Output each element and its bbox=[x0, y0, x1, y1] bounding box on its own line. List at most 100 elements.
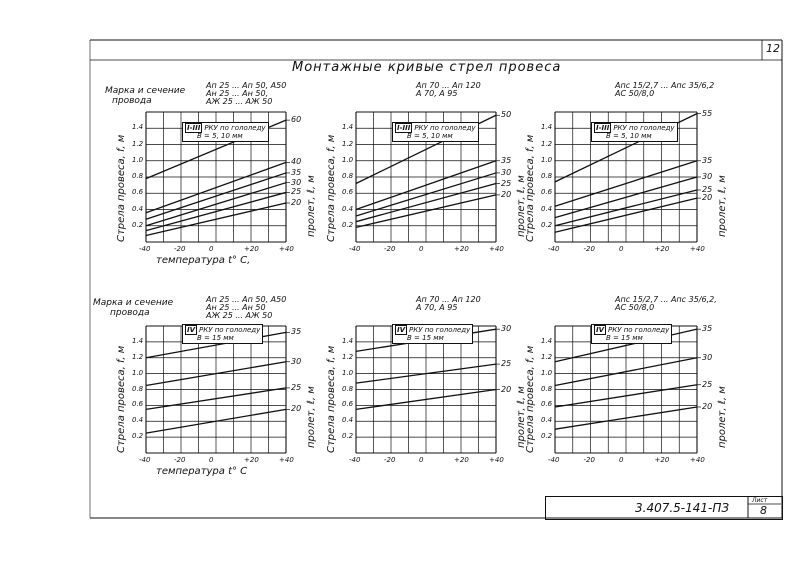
chart-5-wire-mark: Ап 70 ... Ап 120 bbox=[416, 295, 481, 304]
chart-2-legend-line2: В = 5, 10 мм bbox=[407, 132, 453, 140]
chart-1-series-line-30 bbox=[145, 182, 287, 227]
chart-3-legend-line2: В = 5, 10 мм bbox=[606, 132, 652, 140]
sheet-title: Монтажные кривые стрел провеса bbox=[292, 60, 562, 75]
chart-6-y-tick: 0.8 bbox=[541, 384, 553, 393]
chart-3-series-line-20 bbox=[554, 197, 698, 233]
chart-1-x-tick: +40 bbox=[279, 245, 294, 253]
chart-4-legend-line1: РКУ по гололеду bbox=[199, 326, 261, 334]
chart-3-y-tick: 1.2 bbox=[541, 139, 553, 148]
chart-6-x-tick: -40 bbox=[548, 456, 560, 464]
chart-1-x-label: температура t° C, bbox=[156, 255, 251, 266]
chart-3-series-label: 25 bbox=[702, 185, 713, 194]
chart-4-series-label: 35 bbox=[291, 327, 302, 337]
chart-4-y-tick: 1.4 bbox=[132, 336, 144, 345]
chart-4-x-tick: +20 bbox=[244, 456, 259, 464]
chart-1-wire-mark: Ан 25 ... Ан 50, bbox=[206, 89, 269, 98]
chart-1-y-tick: 0.6 bbox=[132, 188, 144, 197]
title-block-sheet-label: Лист bbox=[752, 497, 768, 504]
chart-5-x-tick: +20 bbox=[454, 456, 469, 464]
chart-3-y-tick: 1.0 bbox=[541, 155, 553, 164]
chart-4-series-label: 30 bbox=[291, 356, 302, 366]
chart-3-x-tick: -40 bbox=[548, 245, 560, 253]
chart-4-series-line-30 bbox=[145, 361, 287, 387]
chart-4-y-tick: 0.4 bbox=[132, 416, 144, 425]
chart-3-x-tick: -20 bbox=[583, 245, 595, 253]
chart-6-y-tick: 1.2 bbox=[541, 352, 553, 361]
chart-6-series-label: 25 bbox=[702, 379, 713, 389]
chart-4-legend: IV РКУ по гололеду В = 15 мм bbox=[182, 324, 264, 344]
chart-6-legend-zone: IV bbox=[594, 325, 607, 335]
chart-2-series-label: 50 bbox=[501, 110, 512, 120]
title-block bbox=[545, 496, 783, 520]
chart-1-y-tick: 1.4 bbox=[132, 123, 144, 132]
chart-1-wire-mark: АЖ 25 ... АЖ 50 bbox=[206, 97, 273, 106]
chart-2-y-tick: 0.8 bbox=[342, 172, 354, 180]
chart-3-series-line-30 bbox=[554, 176, 698, 219]
chart-4-legend-zone: IV bbox=[185, 325, 198, 335]
chart-3-legend-zone: I-III bbox=[594, 123, 612, 133]
chart-5-x-tick: 0 bbox=[419, 456, 424, 464]
chart-4-y-tick: 0.8 bbox=[132, 384, 144, 393]
chart-2-series-label: 25 bbox=[501, 178, 512, 188]
chart-4-y-tick: 1.2 bbox=[132, 352, 144, 361]
chart-1-x-tick: +20 bbox=[244, 245, 259, 253]
chart-2-legend-zone: I-III bbox=[395, 123, 413, 133]
chart-5-legend: IV РКУ по гололеду В = 15 мм bbox=[392, 324, 474, 344]
chart-6-y-tick: 0.2 bbox=[541, 432, 553, 441]
chart-6-right-label: пролет, ℓ, м bbox=[717, 386, 728, 448]
chart-2-series-line-25 bbox=[355, 182, 497, 223]
chart-6-x-tick: 0 bbox=[619, 456, 624, 464]
chart-3-y-tick: 0.4 bbox=[541, 204, 553, 213]
chart-1-y-tick: 0.2 bbox=[132, 220, 144, 229]
chart-5-y-tick: 0.2 bbox=[342, 432, 354, 441]
chart-6-x-tick: +40 bbox=[690, 456, 705, 464]
chart-6-y-tick: 1.0 bbox=[541, 368, 553, 377]
chart-6-legend-line1: РКУ по гололеду bbox=[608, 326, 670, 334]
chart-4-wire-mark: Ап 25 ... Ап 50, А50 bbox=[206, 295, 287, 304]
chart-1-y-tick: 0.4 bbox=[132, 204, 144, 213]
chart-2-x-tick: -40 bbox=[349, 245, 361, 253]
chart-5-x-tick: -20 bbox=[384, 456, 396, 464]
chart-5-legend-zone: IV bbox=[395, 325, 408, 335]
chart-4-series-line-25 bbox=[145, 387, 287, 410]
chart-3-y-tick: 0.8 bbox=[541, 172, 553, 180]
chart-3-series-line-35 bbox=[554, 160, 698, 207]
chart-5-y-tick: 1.4 bbox=[342, 336, 354, 345]
chart-6-series-line-25 bbox=[554, 384, 698, 408]
chart-1-series-label: 25 bbox=[291, 187, 302, 197]
chart-5-y-tick: 0.8 bbox=[342, 384, 354, 393]
chart-3-legend: I-III РКУ по гололеду В = 5, 10 мм bbox=[591, 122, 678, 142]
chart-2-series-line-20 bbox=[355, 194, 497, 229]
chart-6-y-tick: 0.6 bbox=[541, 400, 553, 409]
chart-4-series-label: 20 bbox=[291, 404, 302, 414]
chart-3-series-line-25 bbox=[554, 189, 698, 227]
chart-6-y-tick: 0.4 bbox=[541, 416, 553, 425]
chart-1-x-tick: -40 bbox=[139, 245, 151, 253]
chart-6-y-tick: 1.4 bbox=[541, 336, 553, 345]
chart-2-y-tick: 1.0 bbox=[342, 155, 354, 164]
chart-5-series-line-25 bbox=[355, 363, 497, 384]
chart-4-wire-mark: Ан 25 ... Ан 50 bbox=[206, 303, 266, 312]
chart-6-series-label: 20 bbox=[702, 401, 713, 411]
chart-3-x-tick: +40 bbox=[690, 245, 705, 253]
chart-5-y-tick: 0.4 bbox=[342, 416, 354, 425]
title-block-code: 3.407.5-141-ПЗ bbox=[635, 501, 730, 515]
chart-1-series-label: 60 bbox=[291, 115, 302, 125]
chart-3-y-tick: 1.4 bbox=[541, 123, 553, 132]
chart-5-series-label: 30 bbox=[501, 324, 512, 334]
chart-2-x-tick: +40 bbox=[489, 245, 504, 253]
chart-5-x-tick: -40 bbox=[349, 456, 361, 464]
chart-4-x-label: температура t° C bbox=[156, 466, 248, 477]
chart-6-legend: IV РКУ по гололеду В = 15 мм bbox=[591, 324, 673, 344]
chart-1-y-tick: 1.2 bbox=[132, 139, 144, 148]
chart-1-series-line-25 bbox=[145, 191, 287, 232]
chart-5-y-tick: 1.2 bbox=[342, 352, 354, 361]
title-block-sheet-number: 8 bbox=[760, 504, 767, 517]
chart-5-series-line-20 bbox=[355, 388, 497, 410]
corner-number: 12 bbox=[766, 42, 780, 55]
chart-6-series-line-35 bbox=[554, 328, 698, 363]
chart-6-x-tick: -20 bbox=[583, 456, 595, 464]
chart-2-series-label: 20 bbox=[501, 189, 512, 199]
